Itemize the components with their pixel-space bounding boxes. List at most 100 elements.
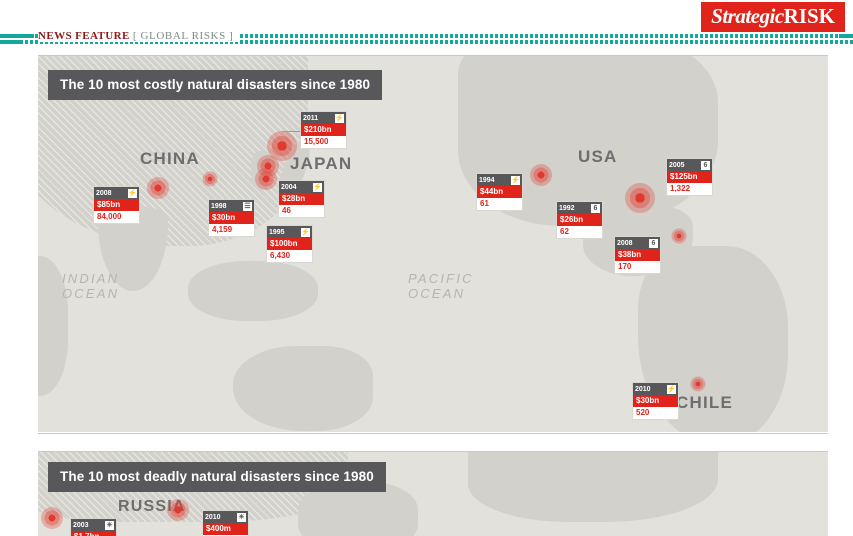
disaster-marker[interactable]: [690, 376, 706, 392]
event-card[interactable]: 1995 ⚡ $100bn 6,430: [266, 225, 313, 263]
event-card-header: 2010 ☀: [203, 511, 248, 523]
section-label: [ GLOBAL RISKS ]: [132, 30, 234, 42]
event-cost: $30bn: [209, 212, 254, 224]
event-card-header: 1995 ⚡: [267, 226, 312, 238]
rule-solid-left-top: [0, 34, 34, 38]
event-card[interactable]: 2005 6 $125bn 1,322: [666, 158, 713, 196]
country-label-japan: JAPAN: [290, 154, 353, 173]
event-cost: $400m: [203, 523, 248, 535]
event-deaths: 15,500: [301, 136, 346, 148]
event-card[interactable]: 2004 ⚡ $28bn 46: [278, 180, 325, 218]
earthquake-icon: ⚡: [335, 113, 344, 123]
event-card-header: 2005 6: [667, 159, 712, 171]
panel-divider-top: [38, 55, 828, 56]
event-card[interactable]: 2008 ⚡ $85bn 84,000: [93, 186, 140, 224]
earthquake-icon: ⚡: [667, 384, 676, 394]
event-year: 2011: [303, 114, 319, 122]
event-year: 1998: [211, 202, 227, 210]
event-card[interactable]: 2011 ⚡ $210bn 15,500: [300, 111, 347, 149]
event-cost: $85bn: [94, 199, 139, 211]
header-rule-band: [0, 34, 853, 45]
event-cost: $44bn: [477, 186, 522, 198]
event-card-header: 1992 6: [557, 202, 602, 214]
event-card[interactable]: 2010 ☀ $400m: [202, 510, 249, 536]
event-year: 2010: [635, 385, 651, 393]
map-panel-costly: The 10 most costly natural disasters sin…: [38, 56, 828, 432]
country-label-chile: CHILE: [676, 393, 733, 412]
event-year: 2005: [669, 161, 685, 169]
event-cost: $210bn: [301, 124, 346, 136]
event-card[interactable]: 2008 6 $38bn 170: [614, 236, 661, 274]
event-deaths: 46: [279, 205, 324, 217]
country-label-usa: USA: [578, 147, 618, 166]
event-deaths: 84,000: [94, 211, 139, 223]
heatwave-icon: ☀: [105, 520, 114, 530]
rule-solid-left-bottom: [0, 40, 22, 44]
ocean-label-indian: INDIAN OCEAN: [62, 271, 120, 301]
land-australia: [233, 346, 373, 431]
event-year: 1994: [479, 176, 495, 184]
event-card-header: 2004 ⚡: [279, 181, 324, 193]
heatwave-icon: ☀: [237, 512, 246, 522]
event-card-header: 2003 ☀: [71, 519, 116, 531]
event-cost: $1.7bn: [71, 531, 116, 536]
event-cost: $30bn: [633, 395, 678, 407]
kicker-label: NEWS FEATURE: [38, 30, 130, 42]
map-title-deadly: The 10 most deadly natural disasters sin…: [48, 462, 386, 492]
disaster-marker[interactable]: [255, 168, 277, 190]
flood-icon: ☰: [243, 201, 252, 211]
event-deaths: 170: [615, 261, 660, 273]
event-year: 2008: [96, 189, 112, 197]
earthquake-icon: ⚡: [128, 188, 137, 198]
earthquake-icon: ⚡: [511, 175, 520, 185]
event-card-header: 1998 ☰: [209, 200, 254, 212]
hurricane-icon: 6: [649, 238, 658, 248]
event-cost: $100bn: [267, 238, 312, 250]
disaster-marker[interactable]: [671, 228, 687, 244]
disaster-marker[interactable]: [147, 177, 169, 199]
event-deaths: 62: [557, 226, 602, 238]
map-title-costly: The 10 most costly natural disasters sin…: [48, 70, 383, 100]
panel-divider-bottom: [38, 451, 828, 452]
event-card[interactable]: 1994 ⚡ $44bn 61: [476, 173, 523, 211]
disaster-marker[interactable]: [41, 507, 63, 529]
event-deaths: 1,322: [667, 183, 712, 195]
event-year: 2008: [617, 239, 633, 247]
event-cost: $125bn: [667, 171, 712, 183]
event-card[interactable]: 2010 ⚡ $30bn 520: [632, 382, 679, 420]
disaster-marker[interactable]: [202, 171, 218, 187]
event-card[interactable]: 2003 ☀ $1.7bn: [70, 518, 117, 536]
breadcrumb: NEWS FEATURE [ GLOBAL RISKS ]: [38, 30, 240, 42]
event-card-header: 2011 ⚡: [301, 112, 346, 124]
event-card-header: 1994 ⚡: [477, 174, 522, 186]
event-year: 1995: [269, 228, 285, 236]
dashed-rule-bottom: [0, 40, 853, 44]
event-year: 2003: [73, 521, 89, 529]
event-year: 2010: [205, 513, 221, 521]
event-card[interactable]: 1998 ☰ $30bn 4,159: [208, 199, 255, 237]
event-cost: $28bn: [279, 193, 324, 205]
hurricane-icon: 6: [591, 203, 600, 213]
disaster-marker[interactable]: [530, 164, 552, 186]
disaster-marker[interactable]: [167, 499, 189, 521]
land-sea-islands: [188, 261, 318, 321]
land-north-america-2: [468, 452, 718, 522]
event-year: 1992: [559, 204, 575, 212]
earthquake-icon: ⚡: [301, 227, 310, 237]
event-card-header: 2008 6: [615, 237, 660, 249]
hurricane-icon: 6: [701, 160, 710, 170]
event-deaths: 520: [633, 407, 678, 419]
panel-divider-mid: [38, 433, 828, 434]
country-label-china: CHINA: [140, 149, 200, 168]
ocean-label-pacific: PACIFIC OCEAN: [408, 271, 474, 301]
earthquake-icon: ⚡: [313, 182, 322, 192]
logo-strategic: Strategic: [711, 4, 784, 28]
event-cost: $26bn: [557, 214, 602, 226]
rule-solid-right: [839, 34, 853, 38]
strategicrisk-logo: StrategicRISK: [701, 2, 845, 32]
map-panel-deadly: The 10 most deadly natural disasters sin…: [38, 452, 828, 536]
event-deaths: 61: [477, 198, 522, 210]
event-card[interactable]: 1992 6 $26bn 62: [556, 201, 603, 239]
disaster-marker[interactable]: [625, 183, 655, 213]
event-deaths: 6,430: [267, 250, 312, 262]
